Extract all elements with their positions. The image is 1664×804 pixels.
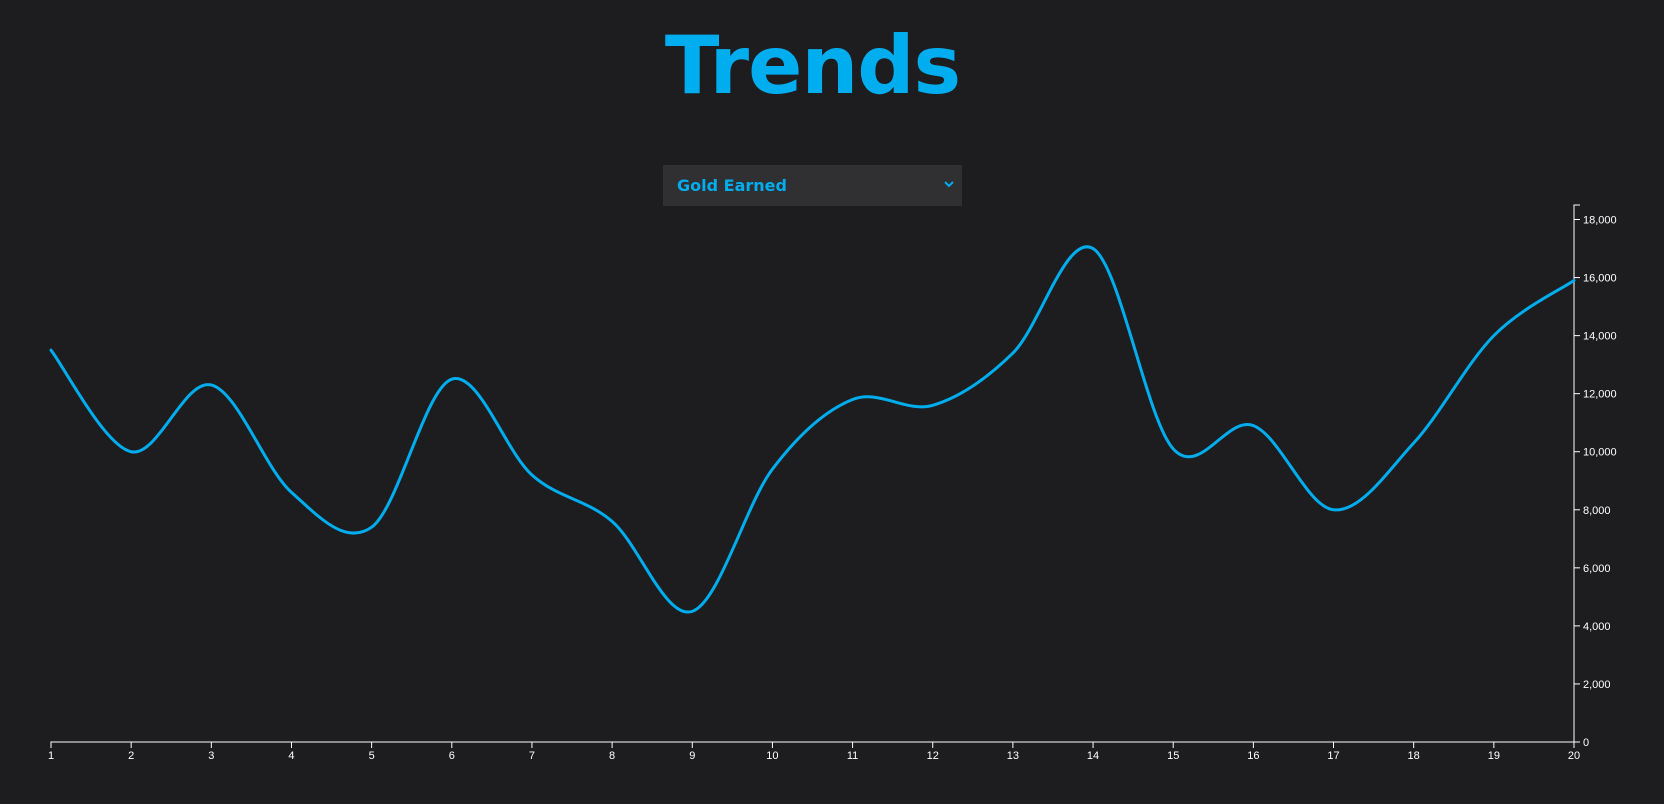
x-tick-label: 9 <box>689 750 695 762</box>
y-tick-label: 0 <box>1583 737 1589 749</box>
x-tick-label: 14 <box>1087 750 1099 762</box>
series-line <box>49 245 1576 614</box>
metric-select[interactable]: Gold Earned <box>663 165 962 206</box>
chart-axes: 1 2 3 4 5 6 7 8 9 10 11 12 13 14 15 16 17 18 19 2002,0004,0… <box>48 204 1617 762</box>
chevron-down-icon <box>944 181 954 188</box>
y-axis-line <box>1573 204 1580 743</box>
x-tick-label: 6 <box>449 750 455 762</box>
x-tick-label: 8 <box>609 750 615 762</box>
x-tick-label: 19 <box>1488 750 1500 762</box>
y-tick-label: 10,000 <box>1583 447 1617 459</box>
x-tick-label: 4 <box>288 750 294 762</box>
y-tick-label: 4,000 <box>1583 621 1611 633</box>
y-tick-label: 16,000 <box>1583 273 1617 285</box>
metric-select-value: Gold Earned <box>677 176 787 195</box>
x-tick-label: 7 <box>529 750 535 762</box>
x-tick-label: 12 <box>927 750 939 762</box>
x-tick-label: 3 <box>208 750 214 762</box>
y-tick-label: 18,000 <box>1583 215 1617 227</box>
x-tick-label: 10 <box>766 750 778 762</box>
x-tick-label: 2 <box>128 750 134 762</box>
y-tick-label: 2,000 <box>1583 679 1611 691</box>
x-tick-label: 20 <box>1568 750 1580 762</box>
x-tick-label: 13 <box>1007 750 1019 762</box>
x-tick-label: 1 <box>48 750 54 762</box>
y-tick-label: 14,000 <box>1583 331 1617 343</box>
x-tick-label: 15 <box>1167 750 1179 762</box>
x-tick-label: 17 <box>1327 750 1339 762</box>
x-tick-label: 11 <box>847 750 858 762</box>
x-tick-label: 5 <box>369 750 375 762</box>
chart-series <box>49 245 1576 614</box>
x-tick-label: 18 <box>1408 750 1420 762</box>
x-axis-line <box>50 741 1575 748</box>
y-tick-label: 12,000 <box>1583 389 1617 401</box>
x-tick-label: 16 <box>1247 750 1259 762</box>
page-title: Trends <box>664 19 961 112</box>
y-tick-label: 6,000 <box>1583 563 1611 575</box>
y-tick-label: 8,000 <box>1583 505 1611 517</box>
